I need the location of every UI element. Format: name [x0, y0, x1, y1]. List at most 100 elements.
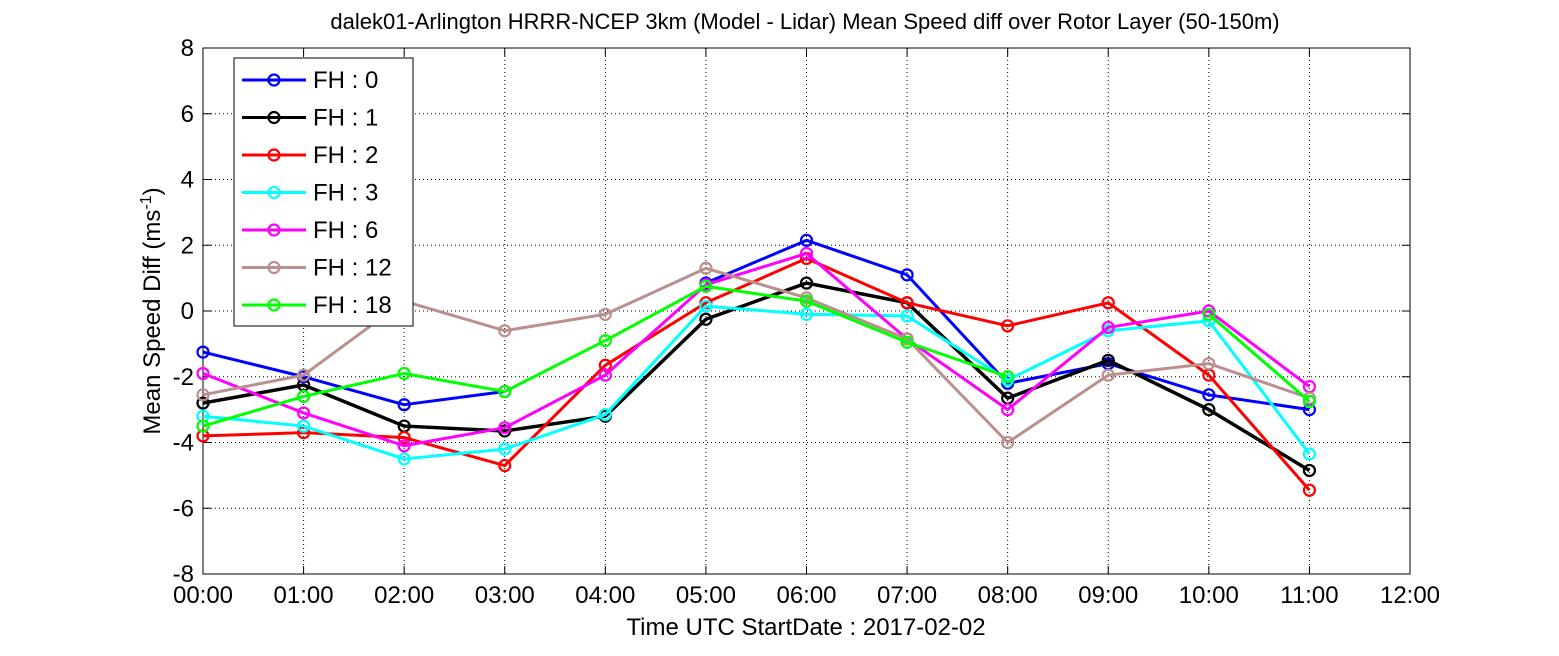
legend-label: FH : 6: [313, 217, 378, 244]
data-point: [196, 409, 210, 423]
data-point: [598, 358, 612, 372]
data-point: [1202, 307, 1216, 321]
data-point: [397, 430, 411, 445]
data-point: [1302, 447, 1317, 461]
x-tick-label: 06:00: [776, 582, 836, 609]
x-tick-label: 07:00: [877, 582, 937, 609]
x-tick-label: 04:00: [575, 582, 635, 609]
data-point: [799, 233, 814, 247]
data-point: [498, 324, 512, 338]
legend-entries: FH : 0 FH : 1 FH : 2 FH : 3 FH : 6 FH : 12 FH …: [242, 67, 392, 319]
series-fh-18: [196, 279, 1317, 433]
data-point: [196, 396, 210, 410]
data-point: [1302, 394, 1317, 409]
series-line: [202, 284, 1009, 428]
data-point: [799, 246, 814, 261]
legend-entry: FH : 18: [242, 292, 392, 319]
data-point: [397, 452, 411, 466]
legend-label: FH : 12: [313, 255, 392, 282]
series-line: [1207, 313, 1311, 403]
data-point: [598, 333, 612, 348]
data-point: [799, 276, 814, 290]
series-line: [202, 281, 1311, 472]
x-axis-label: Time UTC StartDate : 2017-02-02: [626, 614, 985, 641]
data-point: [699, 261, 713, 275]
data-point: [1302, 463, 1317, 478]
x-tick-label: 11:00: [1280, 582, 1338, 609]
x-tick-label: 05:00: [676, 582, 736, 609]
data-point: [1202, 403, 1216, 417]
legend-label: FH : 1: [313, 105, 378, 132]
legend-marker: [267, 260, 281, 275]
data-point: [900, 309, 914, 323]
data-point: [598, 368, 612, 382]
y-axis-label-close: ): [139, 187, 166, 195]
legend-marker: [267, 110, 281, 125]
data-point: [296, 389, 311, 404]
x-tick-label: 03:00: [475, 582, 535, 609]
data-point: [196, 429, 210, 443]
legend-label: FH : 18: [313, 292, 392, 319]
x-tick-label: 12:00: [1380, 582, 1440, 609]
data-point: [799, 307, 814, 321]
data-point: [397, 398, 411, 412]
data-point: [1202, 357, 1216, 371]
data-point: [699, 312, 713, 326]
legend-entry: FH : 2: [242, 142, 378, 169]
data-point: [598, 407, 612, 422]
legend-marker: [267, 73, 281, 87]
data-point: [900, 268, 914, 282]
legend-entry: FH : 1: [242, 105, 378, 132]
data-point: [196, 366, 210, 381]
axes: 00:00 01:00 02:00 03:00 04:00 05:00 06:00 07:00…: [173, 35, 1440, 609]
legend-marker: [267, 148, 281, 162]
y-tick-label: -2: [173, 364, 194, 391]
y-axis-label: Mean Speed Diff (ms-1): [138, 187, 166, 434]
data-point: [498, 442, 512, 456]
legend-label: FH : 0: [313, 67, 378, 94]
legend: FH : 0 FH : 1 FH : 2 FH : 3 FH : 6 FH : 12 FH …: [233, 57, 414, 327]
data-point: [296, 368, 311, 382]
series-line: [202, 304, 1311, 461]
data-point: [498, 458, 512, 473]
legend-entry: FH : 6: [242, 217, 378, 244]
data-point: [1202, 388, 1216, 402]
data-point: [196, 419, 210, 433]
legend-entry: FH : 12: [242, 255, 392, 282]
data-point: [1101, 353, 1115, 367]
x-tick-label: 01:00: [274, 582, 334, 609]
data-point: [699, 279, 713, 293]
data-point: [1101, 320, 1115, 335]
y-tick-label: 6: [181, 101, 194, 128]
y-tick-label: 2: [181, 232, 194, 259]
data-point: [196, 345, 210, 359]
x-tick-label: 02:00: [374, 582, 434, 609]
data-point: [397, 366, 411, 381]
data-point: [196, 388, 210, 402]
series-line: [202, 256, 1311, 492]
series-line: [202, 251, 1311, 448]
data-point: [1101, 296, 1115, 310]
x-tick-label: 08:00: [978, 582, 1038, 609]
data-point: [1001, 435, 1015, 450]
y-tick-label: -6: [173, 495, 194, 522]
data-point: [1001, 403, 1015, 417]
y-tick-label: 8: [181, 35, 194, 62]
legend-entry: FH : 3: [242, 180, 378, 207]
data-point: [296, 406, 311, 420]
data-point: [1001, 319, 1015, 333]
legend-label: FH : 2: [313, 142, 378, 169]
axes-frame: [202, 47, 1411, 575]
legend-label: FH : 3: [313, 180, 378, 207]
x-tick-label: 09:00: [1078, 582, 1138, 609]
legend-marker: [267, 185, 281, 200]
y-tick-label: -4: [173, 430, 194, 457]
y-axis-label-superscript: -1: [138, 195, 155, 209]
data-point: [296, 419, 311, 433]
data-point: [900, 335, 914, 349]
data-point: [799, 294, 814, 308]
x-tick-label: 10:00: [1179, 582, 1239, 609]
y-tick-label: -8: [173, 561, 194, 588]
data-point: [1101, 368, 1115, 382]
